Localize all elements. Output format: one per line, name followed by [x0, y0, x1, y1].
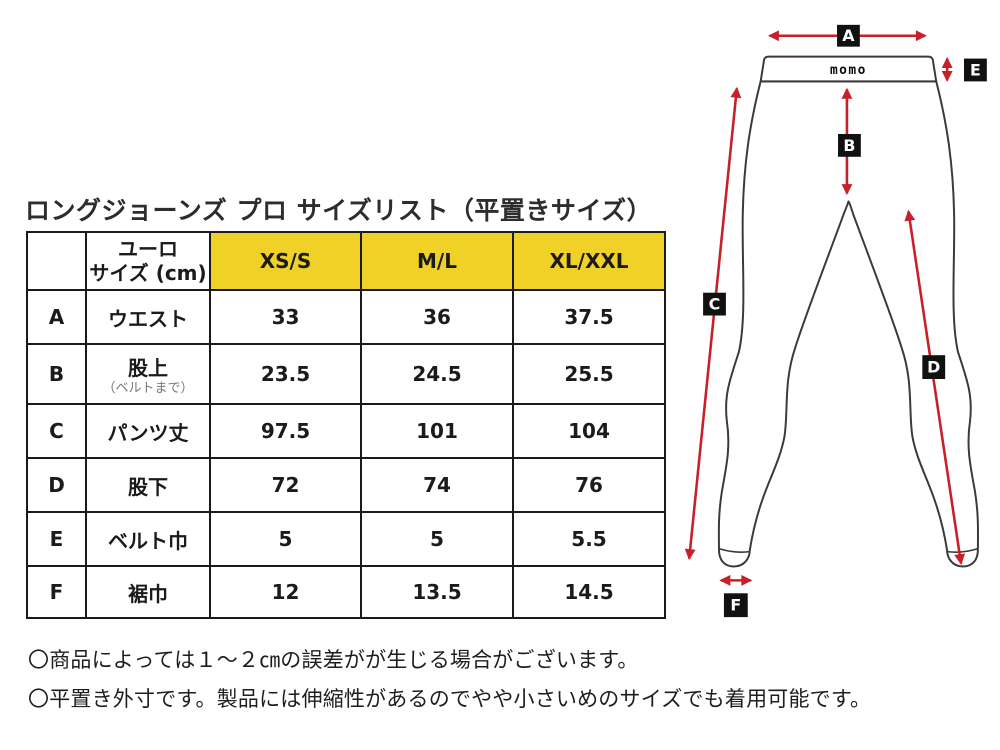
size-chart-table: ユーロ サイズ (cm) XS/S M/L XL/XXL A ウエスト 33 3…	[26, 231, 666, 619]
size-header-xs-s: XS/S	[209, 231, 362, 291]
svg-text:F: F	[730, 596, 741, 615]
arrow-d-inseam	[904, 209, 966, 566]
value-cell: 5	[209, 511, 362, 567]
value-cell: 5	[360, 511, 514, 567]
size-header-m-l: M/L	[360, 231, 514, 291]
value-cell: 76	[512, 457, 666, 513]
value-cell: 24.5	[360, 343, 514, 405]
table-row: C パンツ丈 97.5 101 104	[26, 403, 666, 459]
svg-text:D: D	[927, 358, 940, 377]
svg-text:E: E	[970, 60, 981, 79]
row-label: ベルト巾	[85, 511, 211, 567]
row-label: 股下	[85, 457, 211, 513]
label-d: D	[922, 355, 946, 380]
label-b: B	[838, 133, 861, 157]
table-row: B 股上 （ベルトまで） 23.5 24.5 25.5	[26, 343, 666, 405]
pants-measurement-diagram: momo A E B C D F	[684, 24, 987, 618]
svg-text:C: C	[709, 295, 721, 314]
value-cell: 5.5	[512, 511, 666, 567]
row-key: D	[26, 457, 87, 513]
label-a: A	[837, 24, 860, 47]
value-cell: 36	[360, 289, 514, 345]
row-label-text: 股下	[128, 474, 168, 499]
row-label: 股上 （ベルトまで）	[85, 343, 211, 405]
row-label-text: 股上	[128, 355, 168, 380]
row-key: B	[26, 343, 87, 405]
value-cell: 13.5	[360, 565, 514, 619]
row-label-text: 裾巾	[128, 581, 168, 606]
arrow-c-pants-length	[684, 86, 742, 561]
row-label: パンツ丈	[85, 403, 211, 459]
table-header-row: ユーロ サイズ (cm) XS/S M/L XL/XXL	[26, 231, 666, 291]
unit-header-cell: ユーロ サイズ (cm)	[85, 231, 211, 291]
waistband	[759, 55, 938, 83]
svg-text:B: B	[843, 136, 855, 155]
row-label: ウエスト	[85, 289, 211, 345]
row-label-sub: （ベルトまで）	[102, 380, 194, 396]
size-header-xl-xxl: XL/XXL	[512, 231, 666, 291]
svg-text:A: A	[842, 26, 855, 45]
row-key: F	[26, 565, 87, 619]
row-label: 裾巾	[85, 565, 211, 619]
label-e: E	[964, 58, 987, 82]
value-cell: 14.5	[512, 565, 666, 619]
value-cell: 72	[209, 457, 362, 513]
row-label-text: パンツ丈	[107, 420, 189, 445]
value-cell: 101	[360, 403, 514, 459]
brand-logo: momo	[830, 63, 867, 78]
row-key: A	[26, 289, 87, 345]
corner-cell	[26, 231, 87, 291]
value-cell: 104	[512, 403, 666, 459]
note-tolerance: 〇商品によっては１～２㎝の誤差がが生じる場合がございます。	[28, 648, 639, 672]
value-cell: 37.5	[512, 289, 666, 345]
table-row: A ウエスト 33 36 37.5	[26, 289, 666, 345]
value-cell: 97.5	[209, 403, 362, 459]
note-flat-measure: 〇平置き外寸です。製品には伸縮性があるのでやや小さいめのサイズでも着用可能です。	[28, 687, 872, 711]
table-row: E ベルト巾 5 5 5.5	[26, 511, 666, 567]
table-row: F 裾巾 12 13.5 14.5	[26, 565, 666, 619]
value-cell: 23.5	[209, 343, 362, 405]
row-label-text: ベルト巾	[108, 528, 188, 553]
value-cell: 12	[209, 565, 362, 619]
row-label-text: ウエスト	[108, 306, 188, 331]
page-title: ロングジョーンズ プロ サイズリスト（平置きサイズ）	[25, 196, 653, 225]
value-cell: 33	[209, 289, 362, 345]
table-row: D 股下 72 74 76	[26, 457, 666, 513]
row-key: E	[26, 511, 87, 567]
label-f: F	[723, 593, 748, 618]
value-cell: 74	[360, 457, 514, 513]
row-key: C	[26, 403, 87, 459]
label-c: C	[703, 292, 726, 316]
value-cell: 25.5	[512, 343, 666, 405]
